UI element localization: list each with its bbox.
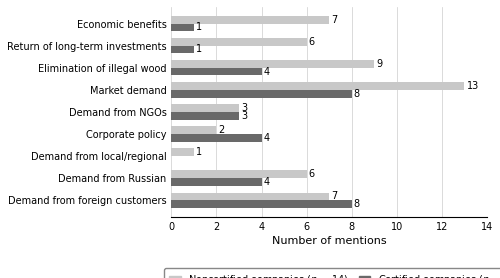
X-axis label: Number of mentions: Number of mentions <box>272 236 386 246</box>
Bar <box>172 170 306 178</box>
Text: 4: 4 <box>264 133 270 143</box>
Text: 1: 1 <box>196 44 202 54</box>
Text: 8: 8 <box>354 199 360 209</box>
Bar <box>172 90 352 98</box>
Bar <box>172 104 239 112</box>
Bar <box>172 148 194 156</box>
Text: 4: 4 <box>264 66 270 76</box>
Bar <box>172 200 352 208</box>
Bar <box>172 126 216 134</box>
Text: 4: 4 <box>264 177 270 187</box>
Bar <box>172 112 239 120</box>
Bar <box>172 134 262 142</box>
Text: 6: 6 <box>309 169 315 179</box>
Bar <box>172 178 262 186</box>
Bar <box>172 24 194 31</box>
Text: 7: 7 <box>332 15 338 25</box>
Text: 8: 8 <box>354 89 360 99</box>
Text: 9: 9 <box>376 59 382 69</box>
Text: 3: 3 <box>242 103 248 113</box>
Legend: Noncertified companies ($n$ = 14), Certified companies ($n$ = 21): Noncertified companies ($n$ = 14), Certi… <box>164 268 500 278</box>
Text: 2: 2 <box>218 125 225 135</box>
Bar <box>172 46 194 53</box>
Text: 3: 3 <box>242 111 248 121</box>
Text: 1: 1 <box>196 147 202 157</box>
Bar <box>172 82 464 90</box>
Bar <box>172 60 374 68</box>
Bar <box>172 193 329 200</box>
Text: 13: 13 <box>466 81 478 91</box>
Text: 7: 7 <box>332 191 338 201</box>
Bar <box>172 68 262 75</box>
Bar <box>172 38 306 46</box>
Text: 6: 6 <box>309 37 315 47</box>
Text: 1: 1 <box>196 23 202 32</box>
Bar <box>172 16 329 24</box>
